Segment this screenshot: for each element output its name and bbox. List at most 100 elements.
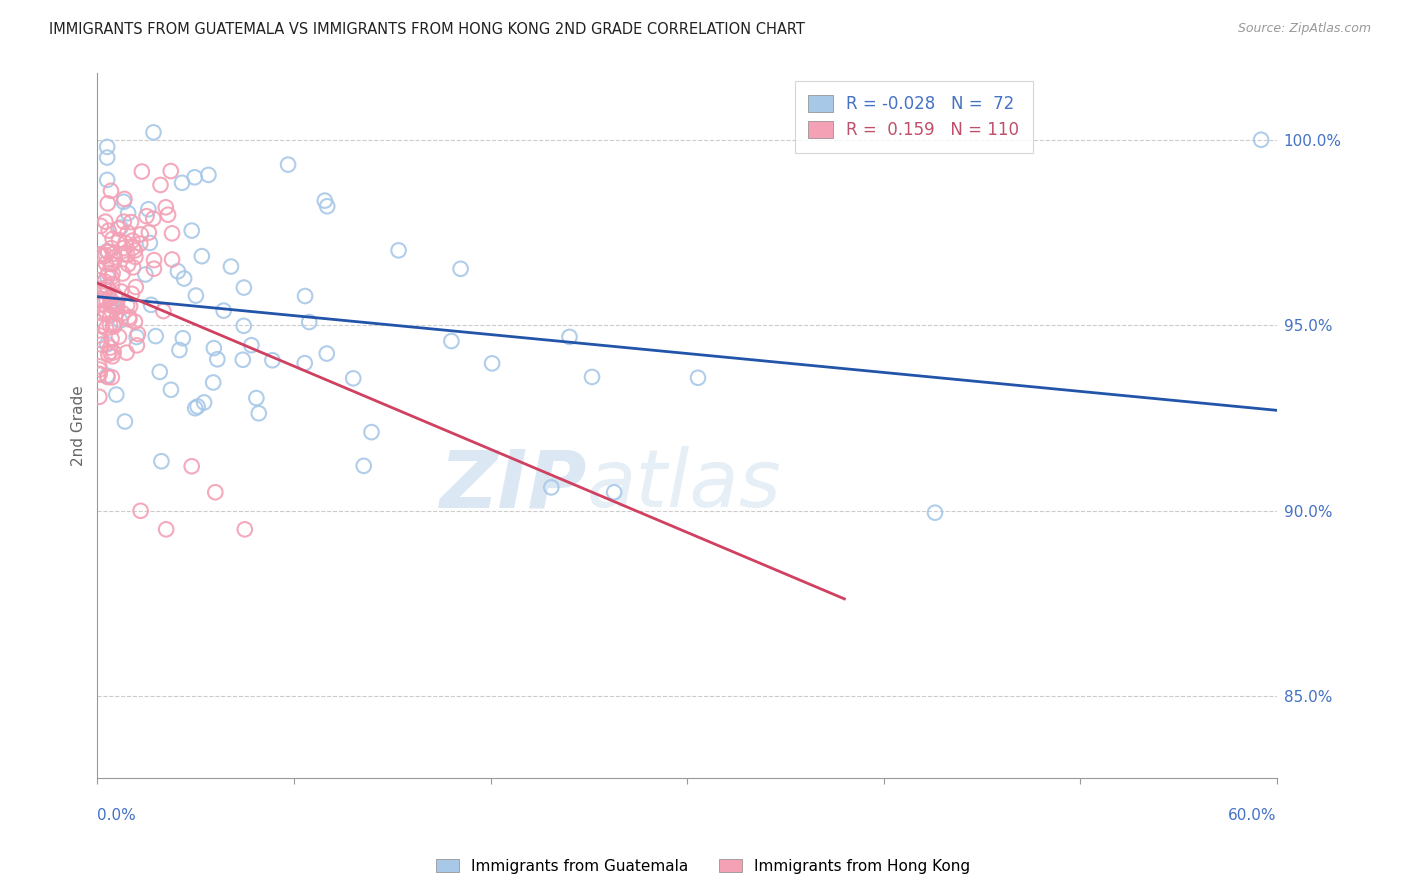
Point bbox=[100, 270, 122, 285]
Point bbox=[101, 257, 124, 271]
Point bbox=[155, 200, 177, 214]
Point bbox=[125, 330, 148, 344]
Point bbox=[91, 307, 114, 321]
Point bbox=[118, 312, 141, 326]
Point bbox=[103, 319, 125, 334]
Point bbox=[121, 286, 143, 301]
Point bbox=[342, 371, 364, 385]
Point bbox=[193, 395, 215, 409]
Point bbox=[114, 192, 136, 206]
Point bbox=[155, 522, 177, 536]
Point bbox=[100, 332, 122, 346]
Point bbox=[125, 280, 148, 294]
Point bbox=[160, 252, 183, 267]
Point bbox=[150, 454, 173, 468]
Point bbox=[104, 317, 127, 331]
Point bbox=[118, 310, 141, 324]
Point bbox=[360, 425, 382, 439]
Point bbox=[105, 292, 128, 306]
Point bbox=[104, 300, 127, 314]
Point bbox=[90, 337, 112, 351]
Point bbox=[315, 346, 337, 360]
Point bbox=[89, 359, 111, 374]
Point bbox=[294, 356, 316, 370]
Point bbox=[149, 365, 172, 379]
Point bbox=[558, 330, 581, 344]
Point bbox=[96, 140, 118, 154]
Point bbox=[101, 304, 124, 318]
Text: Source: ZipAtlas.com: Source: ZipAtlas.com bbox=[1237, 22, 1371, 36]
Point bbox=[316, 199, 339, 213]
Point bbox=[232, 352, 254, 367]
Point bbox=[96, 269, 118, 284]
Point bbox=[191, 249, 214, 263]
Point bbox=[96, 151, 118, 165]
Point bbox=[94, 256, 117, 270]
Point bbox=[107, 221, 129, 235]
Point bbox=[183, 170, 205, 185]
Point bbox=[98, 292, 121, 306]
Point bbox=[97, 196, 120, 211]
Point bbox=[114, 235, 136, 250]
Point bbox=[135, 209, 157, 223]
Point bbox=[89, 367, 111, 381]
Point bbox=[117, 206, 139, 220]
Point bbox=[100, 294, 122, 309]
Text: IMMIGRANTS FROM GUATEMALA VS IMMIGRANTS FROM HONG KONG 2ND GRADE CORRELATION CHA: IMMIGRANTS FROM GUATEMALA VS IMMIGRANTS … bbox=[49, 22, 806, 37]
Point bbox=[129, 504, 152, 518]
Point bbox=[125, 338, 148, 352]
Point bbox=[89, 362, 111, 376]
Point bbox=[101, 277, 124, 291]
Point bbox=[160, 227, 183, 241]
Point bbox=[94, 248, 117, 262]
Point bbox=[93, 250, 115, 264]
Point bbox=[138, 202, 160, 217]
Point bbox=[93, 293, 115, 307]
Point bbox=[94, 321, 117, 335]
Point bbox=[202, 376, 225, 390]
Point bbox=[353, 458, 375, 473]
Point bbox=[91, 318, 114, 333]
Point bbox=[97, 244, 120, 259]
Point bbox=[111, 306, 134, 320]
Point bbox=[97, 347, 120, 361]
Point bbox=[100, 241, 122, 255]
Point bbox=[129, 236, 152, 251]
Point bbox=[277, 158, 299, 172]
Point bbox=[294, 289, 316, 303]
Point bbox=[98, 318, 121, 332]
Point bbox=[240, 338, 263, 352]
Point bbox=[298, 315, 321, 329]
Point bbox=[89, 282, 111, 296]
Point bbox=[98, 345, 121, 359]
Point bbox=[184, 401, 207, 416]
Point bbox=[96, 280, 118, 294]
Point bbox=[232, 318, 254, 333]
Point bbox=[112, 247, 135, 261]
Point bbox=[686, 371, 709, 385]
Point bbox=[89, 273, 111, 287]
Point bbox=[143, 253, 166, 268]
Point bbox=[89, 292, 111, 306]
Point bbox=[110, 220, 132, 235]
Point bbox=[232, 280, 254, 294]
Point bbox=[104, 288, 127, 302]
Point bbox=[90, 247, 112, 261]
Point bbox=[184, 288, 207, 302]
Point bbox=[94, 303, 117, 318]
Point bbox=[94, 282, 117, 296]
Point bbox=[98, 341, 121, 355]
Point bbox=[262, 353, 284, 368]
Point bbox=[90, 219, 112, 233]
Point bbox=[115, 298, 138, 312]
Point bbox=[120, 299, 142, 313]
Point bbox=[107, 300, 129, 314]
Point bbox=[103, 345, 125, 359]
Point bbox=[105, 297, 128, 311]
Point bbox=[101, 349, 124, 363]
Point bbox=[117, 226, 139, 240]
Point bbox=[166, 264, 188, 278]
Point bbox=[172, 331, 194, 345]
Point bbox=[89, 390, 111, 404]
Point bbox=[233, 522, 256, 536]
